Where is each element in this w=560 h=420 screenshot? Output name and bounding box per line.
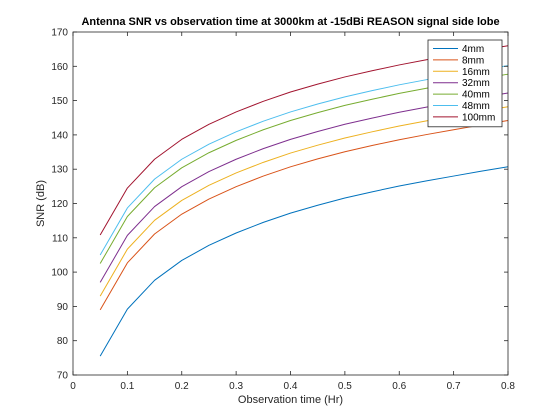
- series-line-4mm: [99, 166, 509, 357]
- chart-title: Antenna SNR vs observation time at 3000k…: [81, 16, 499, 28]
- legend-entry-32mm: 32mm: [462, 78, 490, 89]
- x-tick-label: 0.3: [229, 381, 243, 392]
- y-tick-label: 80: [57, 336, 69, 347]
- x-tick-label: 0.7: [447, 381, 461, 392]
- y-tick-label: 90: [57, 302, 69, 313]
- x-axis-label: Observation time (Hr): [238, 394, 343, 406]
- x-tick-label: 0.6: [392, 381, 406, 392]
- y-axis: 70 80 90 100 110 120 130 140 150 160 170: [51, 28, 508, 382]
- y-tick-label: 120: [51, 199, 68, 210]
- x-tick-label: 0.4: [284, 381, 298, 392]
- x-tick-label: 0.5: [338, 381, 352, 392]
- y-tick-label: 110: [52, 233, 68, 244]
- y-tick-label: 100: [51, 268, 68, 279]
- y-tick-label: 150: [51, 96, 68, 107]
- x-tick-label: 0.2: [175, 381, 189, 392]
- legend-box: [427, 39, 503, 128]
- legend-entry-4mm: 4mm: [462, 44, 484, 55]
- y-tick-label: 170: [51, 28, 68, 39]
- y-tick-label: 70: [57, 371, 69, 382]
- legend-entry-100mm: 100mm: [462, 112, 495, 123]
- x-axis: 0 0.1 0.2 0.3 0.4 0.5 0.6 0.7 0.8: [70, 32, 515, 392]
- y-tick-label: 130: [51, 165, 68, 176]
- x-tick-label: 0.8: [501, 381, 515, 392]
- series-line-8mm: [99, 119, 509, 311]
- y-tick-label: 140: [51, 130, 68, 141]
- legend-entry-16mm: 16mm: [462, 67, 490, 78]
- y-axis-label: SNR (dB): [35, 180, 47, 227]
- legend-entry-48mm: 48mm: [462, 101, 490, 112]
- x-tick-label: 0.1: [120, 381, 134, 392]
- legend-entry-8mm: 8mm: [462, 55, 484, 66]
- y-tick-label: 160: [51, 62, 68, 73]
- legend-entry-40mm: 40mm: [462, 90, 490, 101]
- x-tick-label: 0: [70, 381, 76, 392]
